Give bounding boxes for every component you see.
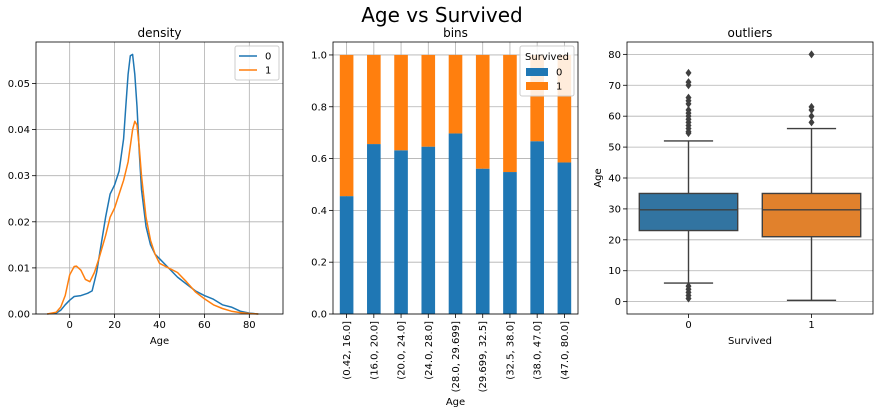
bins-x-tick-label: (29.699, 32.5] xyxy=(478,321,489,393)
density-y-tick-label: 0.05 xyxy=(8,79,30,90)
density-xlabel: Age xyxy=(150,336,169,347)
bins-x-tick-label: (24.0, 28.0] xyxy=(424,321,435,380)
bins-x-tick-label: (28.0, 29.699] xyxy=(451,321,462,393)
density-y-tick-label: 0.01 xyxy=(8,263,30,274)
density-legend-label-1: 1 xyxy=(265,66,271,77)
outliers-flier-point xyxy=(685,294,692,303)
bins-y-tick-label: 1.0 xyxy=(311,50,327,61)
bins-x-tick-label: (47.0, 80.0] xyxy=(560,321,571,380)
density-legend-box xyxy=(234,45,280,81)
bins-x-tick-label: (16.0, 20.0] xyxy=(369,321,380,380)
outliers-title: outliers xyxy=(728,26,773,40)
bins-x-tick-label: (20.0, 24.0] xyxy=(397,321,408,380)
density-panel: density 0 20 40 60 80 0.00 0.01 0.02 0.03 0.04 0.05… xyxy=(8,26,284,347)
bins-y-tick-label: 0.6 xyxy=(311,154,327,165)
density-series-0-line xyxy=(47,53,259,315)
outliers-x-tick-label: 0 xyxy=(685,320,691,331)
suptitle: Age vs Survived xyxy=(361,3,522,27)
outliers-flier-point xyxy=(808,112,815,121)
outliers-flier-point xyxy=(808,118,815,127)
bins-legend-swatch-1 xyxy=(526,82,548,90)
bins-panel: bins 0.0 0.2 0.4 0.6 0.8 1.0 (0.42, 16.0] (16.0,… xyxy=(311,26,579,408)
bins-x-tick-label: (38.0, 47.0] xyxy=(533,321,544,380)
bins-bar-0 xyxy=(503,172,517,314)
density-y-tick-label: 0.03 xyxy=(8,171,30,182)
bins-bar-1 xyxy=(475,54,490,169)
bins-y-tick-label: 0.2 xyxy=(311,258,327,269)
bins-xlabel: Age xyxy=(446,397,465,408)
outliers-y-tick-label: 0 xyxy=(615,297,621,308)
bins-bar-1 xyxy=(394,54,408,151)
outliers-box-1 xyxy=(761,192,862,238)
bins-bar-0 xyxy=(394,150,408,314)
bins-y-tick-label: 0.8 xyxy=(311,102,327,113)
outliers-axes-frame xyxy=(626,41,874,315)
outliers-flier-point xyxy=(685,68,692,77)
outliers-y-tick-label: 50 xyxy=(608,143,621,154)
bins-title: bins xyxy=(443,26,468,40)
outliers-flier-point xyxy=(685,81,692,90)
outliers-flier-point xyxy=(685,99,692,108)
bins-y-tick-label: 0.0 xyxy=(311,310,327,321)
bins-bar-0 xyxy=(557,162,572,314)
bins-bar-0 xyxy=(367,144,381,314)
density-y-tick-label: 0.00 xyxy=(8,310,30,321)
outliers-flier-point xyxy=(808,106,815,114)
density-legend-label-0: 0 xyxy=(265,52,271,63)
density-y-tick-label: 0.02 xyxy=(8,217,30,228)
bins-legend-label-0: 0 xyxy=(556,68,562,79)
bins-bar-1 xyxy=(503,54,517,173)
bins-bar-1 xyxy=(421,54,436,147)
bins-bar-0 xyxy=(475,168,490,314)
outliers-y-tick-label: 70 xyxy=(608,81,621,92)
bins-bar-0 xyxy=(421,146,436,314)
bins-legend-title: Survived xyxy=(525,52,569,63)
density-x-tick-label: 0 xyxy=(66,320,72,331)
density-x-tick-label: 80 xyxy=(243,320,256,331)
bins-bar-1 xyxy=(339,54,354,197)
bins-bar-0 xyxy=(530,141,544,314)
outliers-flier-point xyxy=(685,129,692,138)
outliers-y-tick-label: 80 xyxy=(608,50,621,61)
density-axes-frame xyxy=(35,41,284,315)
outliers-panel: outliers 0 10 20 30 40 50 60 70 80 0 1 Survived Age xyxy=(593,26,874,347)
outliers-y-tick-label: 30 xyxy=(608,204,621,215)
density-x-tick-label: 20 xyxy=(108,320,121,331)
outliers-y-tick-label: 20 xyxy=(608,235,621,246)
density-x-tick-label: 60 xyxy=(198,320,211,331)
outliers-y-tick-label: 10 xyxy=(608,266,621,277)
bins-bar-1 xyxy=(367,54,381,145)
bins-bar-0 xyxy=(339,196,354,314)
density-title: density xyxy=(138,26,182,40)
outliers-ylabel: Age xyxy=(593,168,604,187)
outliers-y-tick-label: 40 xyxy=(608,174,621,185)
density-y-tick-label: 0.04 xyxy=(8,125,30,136)
bins-y-tick-label: 0.4 xyxy=(311,206,327,217)
bins-bar-1 xyxy=(448,54,463,134)
outliers-y-tick-label: 60 xyxy=(608,112,621,123)
outliers-flier-point xyxy=(808,50,815,59)
bins-x-tick-label: (32.5, 38.0] xyxy=(505,321,516,380)
outliers-x-tick-label: 1 xyxy=(808,320,814,331)
density-x-tick-label: 40 xyxy=(153,320,166,331)
outliers-box-0 xyxy=(638,192,739,232)
bins-bar-0 xyxy=(448,133,463,314)
outliers-xlabel: Survived xyxy=(728,336,772,347)
bins-legend-swatch-0 xyxy=(526,68,548,76)
bins-x-tick-label: (0.42, 16.0] xyxy=(342,321,353,380)
bins-axes-frame xyxy=(332,41,579,315)
density-series-1-line xyxy=(47,120,259,315)
bins-legend-label-1: 1 xyxy=(556,82,562,93)
